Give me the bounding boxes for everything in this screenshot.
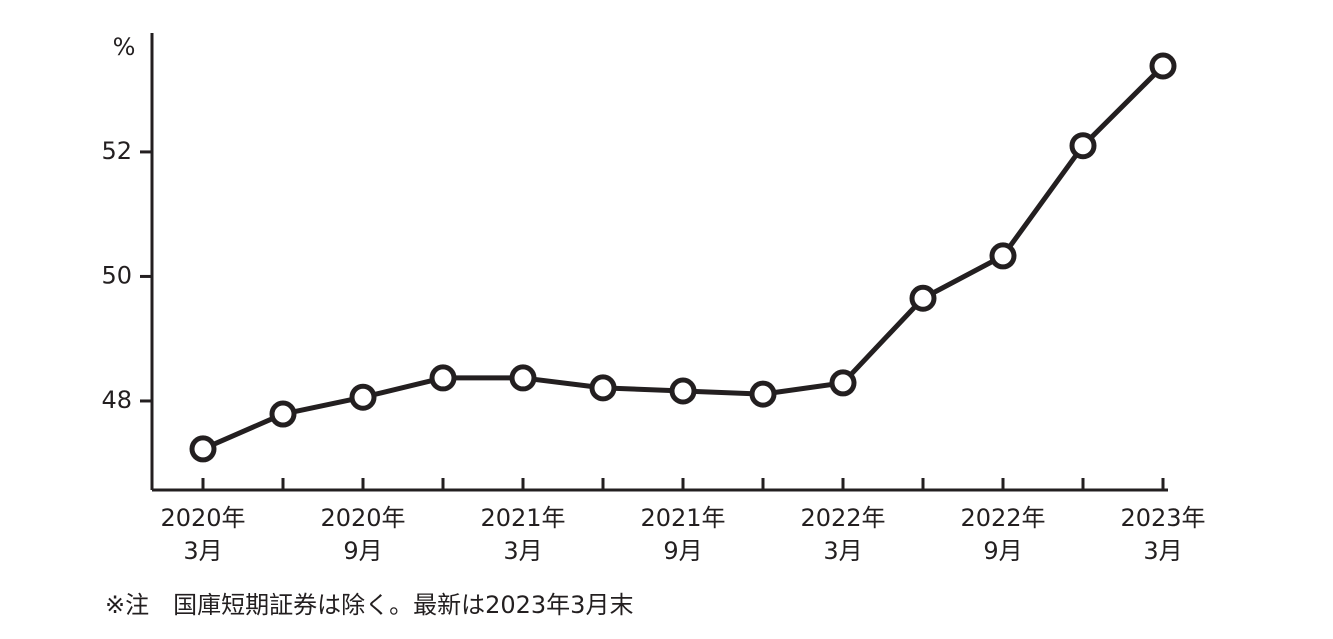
x-tick-label: 3月 (1143, 537, 1182, 565)
point (669, 377, 697, 405)
x-tick-label: 2021年 (640, 504, 725, 532)
x-tick-label: 2022年 (960, 504, 1045, 532)
unit-label: % (113, 33, 136, 61)
point (429, 364, 457, 392)
point (269, 400, 297, 428)
point (1149, 52, 1177, 80)
point (989, 242, 1017, 270)
point (829, 369, 857, 397)
point (589, 374, 617, 402)
point (349, 383, 377, 411)
x-tick-label: 2021年 (480, 504, 565, 532)
note: ※注 国庫短期証券は除く。最新は2023年3月末 (105, 591, 633, 619)
y-tick-label: 50 (101, 261, 132, 289)
x-tick-label: 9月 (983, 537, 1022, 565)
x-tick-label: 3月 (503, 537, 542, 565)
x-tick-label: 2020年 (160, 504, 245, 532)
x-tick-label: 2020年 (320, 504, 405, 532)
point (1069, 132, 1097, 160)
point (749, 380, 777, 408)
point (909, 284, 937, 312)
x-tick-label: 3月 (183, 537, 222, 565)
x-tick-label: 9月 (343, 537, 382, 565)
point (189, 435, 217, 463)
point (509, 364, 537, 392)
x-tick-label: 2022年 (800, 504, 885, 532)
x-tick-label: 3月 (823, 537, 862, 565)
x-tick-label: 9月 (663, 537, 702, 565)
y-tick-label: 52 (101, 137, 132, 165)
y-tick-label: 48 (101, 386, 132, 414)
x-tick-label: 2023年 (1120, 504, 1205, 532)
